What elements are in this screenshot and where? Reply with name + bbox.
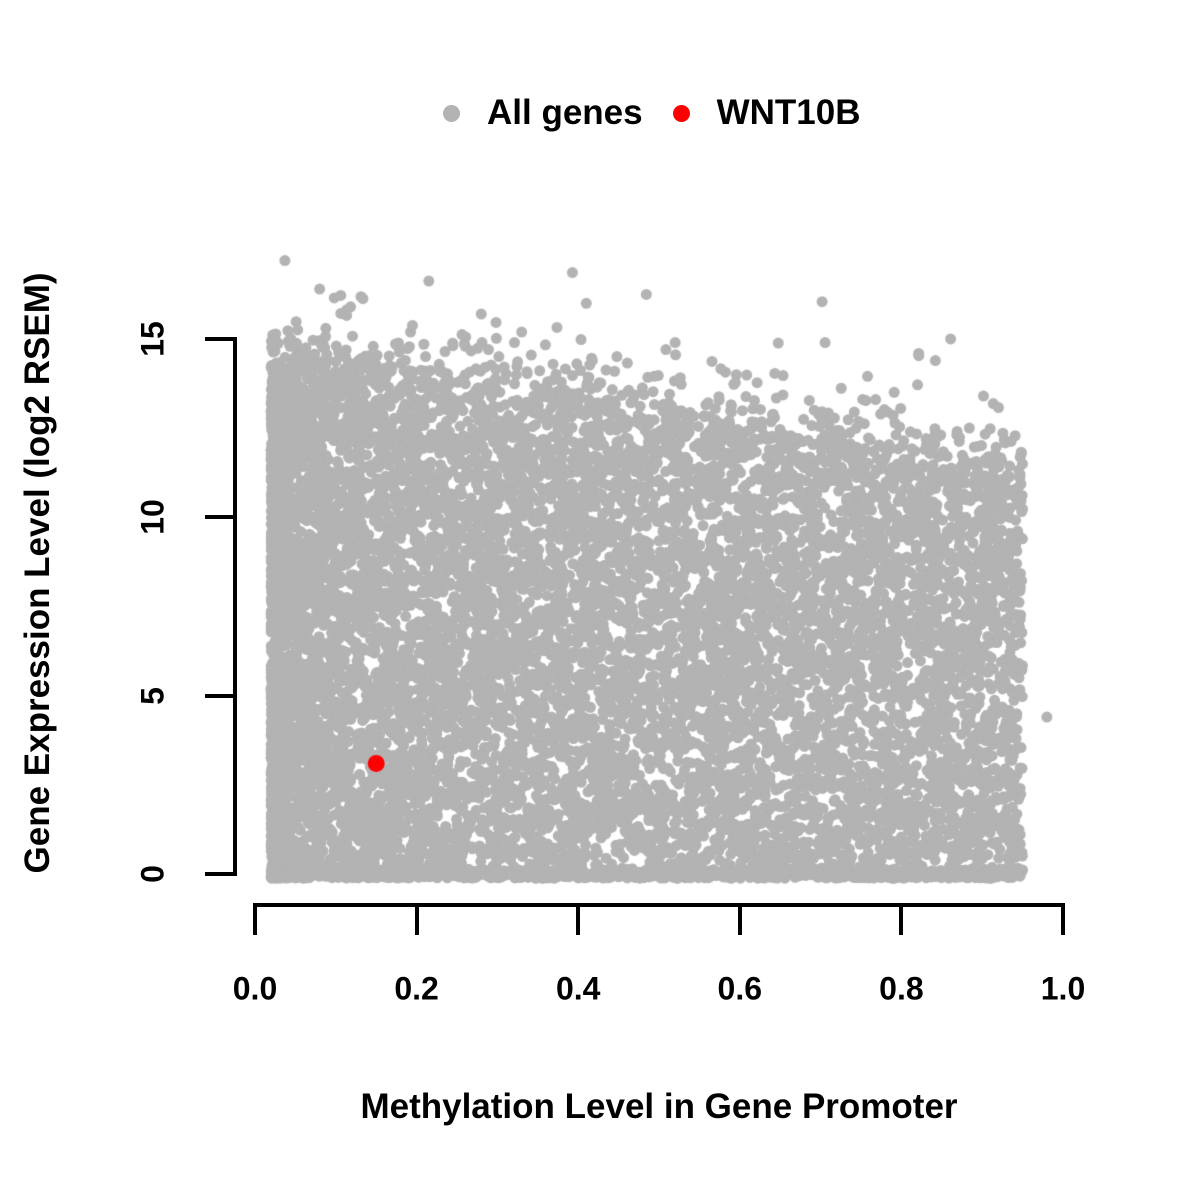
- x-tick-mark: [253, 905, 257, 935]
- legend-item-all-genes: All genes: [443, 93, 643, 133]
- x-tick-label: 1.0: [1040, 970, 1086, 1007]
- legend: All genes WNT10B: [443, 93, 861, 133]
- all-genes-marker-icon: [443, 104, 460, 122]
- legend-item-wnt10b: WNT10B: [672, 93, 861, 133]
- x-tick-label: 0.0: [232, 970, 278, 1007]
- y-tick-label: 5: [134, 686, 171, 705]
- x-tick-mark: [1061, 905, 1065, 935]
- x-tick-label: 0.4: [555, 970, 601, 1007]
- y-tick-label: 10: [134, 499, 171, 536]
- x-axis-title: Methylation Level in Gene Promoter: [360, 1087, 958, 1126]
- y-tick-mark: [205, 872, 235, 876]
- wnt10b-marker-icon: [672, 104, 690, 122]
- x-tick-mark: [737, 905, 742, 935]
- x-tick-mark: [414, 905, 419, 935]
- y-axis-line: [233, 337, 237, 876]
- y-tick-label: 15: [134, 321, 171, 357]
- y-tick-mark: [205, 693, 235, 698]
- legend-label-all-genes: All genes: [487, 93, 643, 132]
- y-tick-mark: [205, 515, 235, 520]
- x-tick-label: 0.8: [879, 970, 924, 1007]
- y-axis-title: Gene Expression Level (log2 RSEM): [18, 272, 57, 874]
- x-tick-label: 0.2: [394, 970, 439, 1007]
- y-tick-mark: [205, 337, 235, 341]
- x-tick-mark: [576, 905, 581, 935]
- x-tick-mark: [899, 905, 904, 935]
- x-tick-label: 0.6: [717, 970, 763, 1007]
- x-axis-line: [253, 903, 1065, 907]
- y-tick-label: 0: [134, 865, 171, 883]
- legend-label-wnt10b: WNT10B: [716, 93, 861, 132]
